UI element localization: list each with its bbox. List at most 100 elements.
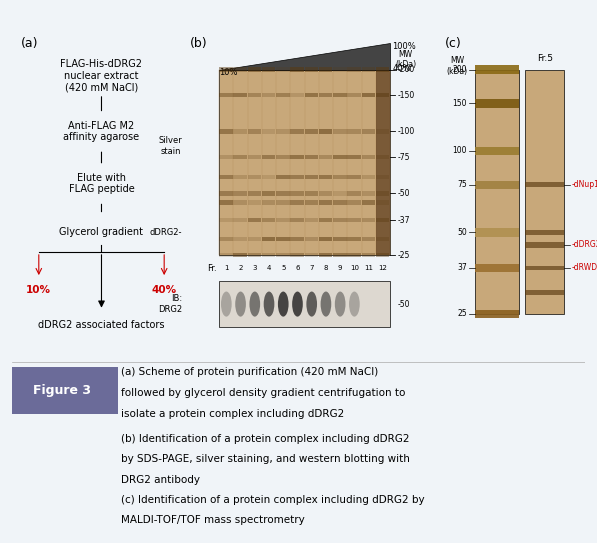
Bar (376, 175, 389, 179)
Bar (376, 93, 389, 98)
Bar (333, 155, 347, 160)
Bar (319, 67, 333, 72)
Text: Figure 3: Figure 3 (33, 384, 91, 397)
Text: 8: 8 (324, 265, 328, 272)
Bar (304, 129, 318, 134)
Bar (347, 237, 361, 241)
Text: -dDRG2: -dDRG2 (571, 241, 597, 249)
Bar (376, 200, 389, 205)
Text: Silver
stain: Silver stain (159, 136, 183, 156)
Bar (362, 191, 375, 195)
Bar (362, 175, 375, 179)
Text: -dRWDD1: -dRWDD1 (571, 263, 597, 272)
Bar (333, 200, 347, 205)
Bar (276, 218, 290, 223)
Bar (233, 93, 247, 98)
Bar (219, 67, 233, 72)
Bar (248, 191, 261, 195)
Bar (333, 237, 347, 241)
Bar (248, 67, 261, 72)
Bar (290, 191, 304, 195)
Text: MALDI-TOF/TOF mass spectrometry: MALDI-TOF/TOF mass spectrometry (121, 515, 304, 525)
Text: 100: 100 (453, 147, 467, 155)
Bar (262, 67, 275, 72)
Bar (347, 218, 361, 223)
Bar (219, 191, 233, 195)
Bar (333, 175, 347, 179)
Bar (304, 237, 318, 241)
Bar (276, 253, 290, 257)
Text: (b): (b) (190, 37, 208, 50)
Bar (376, 70, 390, 255)
Text: -50: -50 (398, 189, 410, 198)
Text: dDRG2-: dDRG2- (150, 228, 183, 237)
Bar (276, 93, 290, 98)
Text: -dNup107: -dNup107 (571, 180, 597, 190)
Text: isolate a protein complex including dDRG2: isolate a protein complex including dDRG… (121, 408, 344, 419)
Bar (333, 191, 347, 195)
Text: 9: 9 (338, 265, 343, 272)
Bar (233, 237, 247, 241)
Text: 11: 11 (364, 265, 373, 272)
Bar (233, 67, 247, 72)
Text: (c) Identification of a protein complex including dDRG2 by: (c) Identification of a protein complex … (121, 495, 424, 504)
Bar (376, 67, 389, 72)
Bar (525, 70, 564, 314)
Bar (248, 175, 261, 179)
Bar (347, 200, 361, 205)
Bar (233, 191, 247, 195)
Bar (319, 253, 333, 257)
Bar (525, 230, 564, 235)
Ellipse shape (321, 292, 331, 317)
Bar (376, 218, 389, 223)
Bar (304, 200, 318, 205)
Text: followed by glycerol density gradient centrifugation to: followed by glycerol density gradient ce… (121, 388, 405, 398)
Bar (304, 218, 318, 223)
Bar (219, 281, 390, 327)
Text: -75: -75 (398, 153, 410, 162)
Text: -25: -25 (398, 251, 410, 260)
Ellipse shape (264, 292, 275, 317)
Bar (319, 129, 333, 134)
Text: 40%: 40% (393, 64, 411, 73)
Bar (262, 200, 275, 205)
Text: (b) Identification of a protein complex including dDRG2: (b) Identification of a protein complex … (121, 434, 410, 444)
Bar (319, 175, 333, 179)
Bar (362, 129, 375, 134)
Bar (290, 129, 304, 134)
Bar (475, 180, 519, 189)
Text: 4: 4 (267, 265, 271, 272)
Bar (276, 175, 290, 179)
Bar (376, 129, 389, 134)
Bar (319, 218, 333, 223)
Bar (219, 93, 233, 98)
Text: -200: -200 (398, 65, 415, 74)
Bar (525, 266, 564, 270)
Bar (233, 200, 247, 205)
Text: -37: -37 (398, 216, 410, 225)
Bar (233, 129, 247, 134)
Bar (333, 129, 347, 134)
Bar (219, 175, 233, 179)
Bar (475, 228, 519, 237)
Bar (262, 253, 275, 257)
Text: 3: 3 (253, 265, 257, 272)
Bar (233, 175, 247, 179)
Text: 1: 1 (224, 265, 229, 272)
Bar (219, 218, 233, 223)
Ellipse shape (221, 292, 232, 317)
Bar (376, 191, 389, 195)
Text: 12: 12 (378, 265, 387, 272)
Ellipse shape (349, 292, 360, 317)
Bar (347, 93, 361, 98)
Bar (276, 129, 290, 134)
Bar (262, 155, 275, 160)
Bar (319, 93, 333, 98)
Ellipse shape (292, 292, 303, 317)
Bar (347, 67, 361, 72)
Bar (304, 253, 318, 257)
Bar (233, 253, 247, 257)
FancyBboxPatch shape (6, 367, 118, 414)
Text: -100: -100 (398, 127, 415, 136)
Ellipse shape (306, 292, 317, 317)
